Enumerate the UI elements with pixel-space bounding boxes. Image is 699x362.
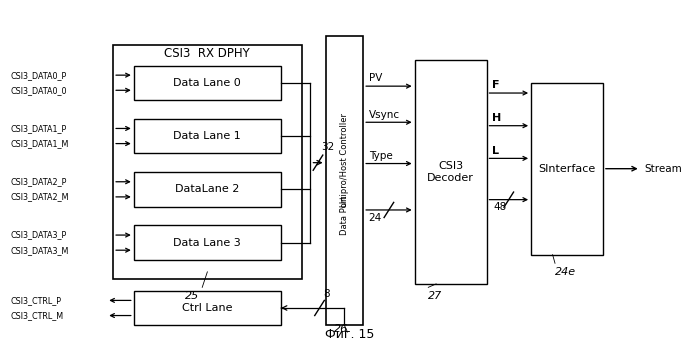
Text: Фиг. 15: Фиг. 15 — [325, 328, 374, 341]
Text: 48: 48 — [493, 202, 507, 212]
Text: Ctrl Lane: Ctrl Lane — [182, 303, 233, 313]
Text: CSI3_DATA0_0: CSI3_DATA0_0 — [10, 86, 67, 95]
Text: Data Lane 0: Data Lane 0 — [173, 78, 241, 88]
Text: 27: 27 — [428, 291, 442, 301]
FancyBboxPatch shape — [134, 226, 281, 260]
Text: F: F — [492, 80, 500, 90]
FancyBboxPatch shape — [134, 66, 281, 100]
Text: 24e: 24e — [555, 267, 576, 277]
FancyBboxPatch shape — [326, 36, 363, 325]
Text: 25: 25 — [185, 291, 199, 301]
FancyBboxPatch shape — [134, 172, 281, 206]
FancyBboxPatch shape — [113, 45, 301, 279]
Text: 24: 24 — [368, 213, 382, 223]
Text: Type: Type — [368, 151, 392, 161]
Text: Data Lane 1: Data Lane 1 — [173, 131, 241, 141]
Text: Data Lane 3: Data Lane 3 — [173, 237, 241, 248]
Text: 8: 8 — [323, 289, 330, 299]
FancyBboxPatch shape — [134, 119, 281, 153]
Text: Stream: Stream — [644, 164, 682, 174]
Text: DataLane 2: DataLane 2 — [175, 184, 240, 194]
Text: CSI3  RX DPHY: CSI3 RX DPHY — [164, 47, 250, 60]
Text: Unipro/Host Controller: Unipro/Host Controller — [340, 113, 349, 207]
Text: CSI3_DATA3_M: CSI3_DATA3_M — [10, 246, 69, 255]
Text: CSI3_DATA0_P: CSI3_DATA0_P — [10, 71, 66, 80]
Text: L: L — [492, 146, 499, 156]
Text: SInterface: SInterface — [538, 164, 596, 174]
FancyBboxPatch shape — [531, 83, 603, 255]
Text: 32: 32 — [322, 142, 335, 152]
Text: Data Port: Data Port — [340, 195, 349, 235]
Text: CSI3_DATA2_M: CSI3_DATA2_M — [10, 192, 69, 201]
Text: Vsync: Vsync — [368, 110, 400, 119]
Text: 26: 26 — [333, 324, 347, 334]
Text: CSI3_CTRL_P: CSI3_CTRL_P — [10, 296, 62, 305]
Text: H: H — [492, 113, 501, 123]
Text: PV: PV — [368, 73, 382, 83]
FancyBboxPatch shape — [415, 60, 487, 284]
Text: CSI3_DATA1_M: CSI3_DATA1_M — [10, 139, 69, 148]
Text: CSI3_DATA3_P: CSI3_DATA3_P — [10, 231, 66, 240]
Text: CSI3_CTRL_M: CSI3_CTRL_M — [10, 311, 64, 320]
Text: CSI3_DATA2_P: CSI3_DATA2_P — [10, 177, 67, 186]
Text: CSI3_DATA1_P: CSI3_DATA1_P — [10, 124, 66, 133]
FancyBboxPatch shape — [134, 291, 281, 325]
Text: CSI3
Decoder: CSI3 Decoder — [427, 161, 474, 183]
